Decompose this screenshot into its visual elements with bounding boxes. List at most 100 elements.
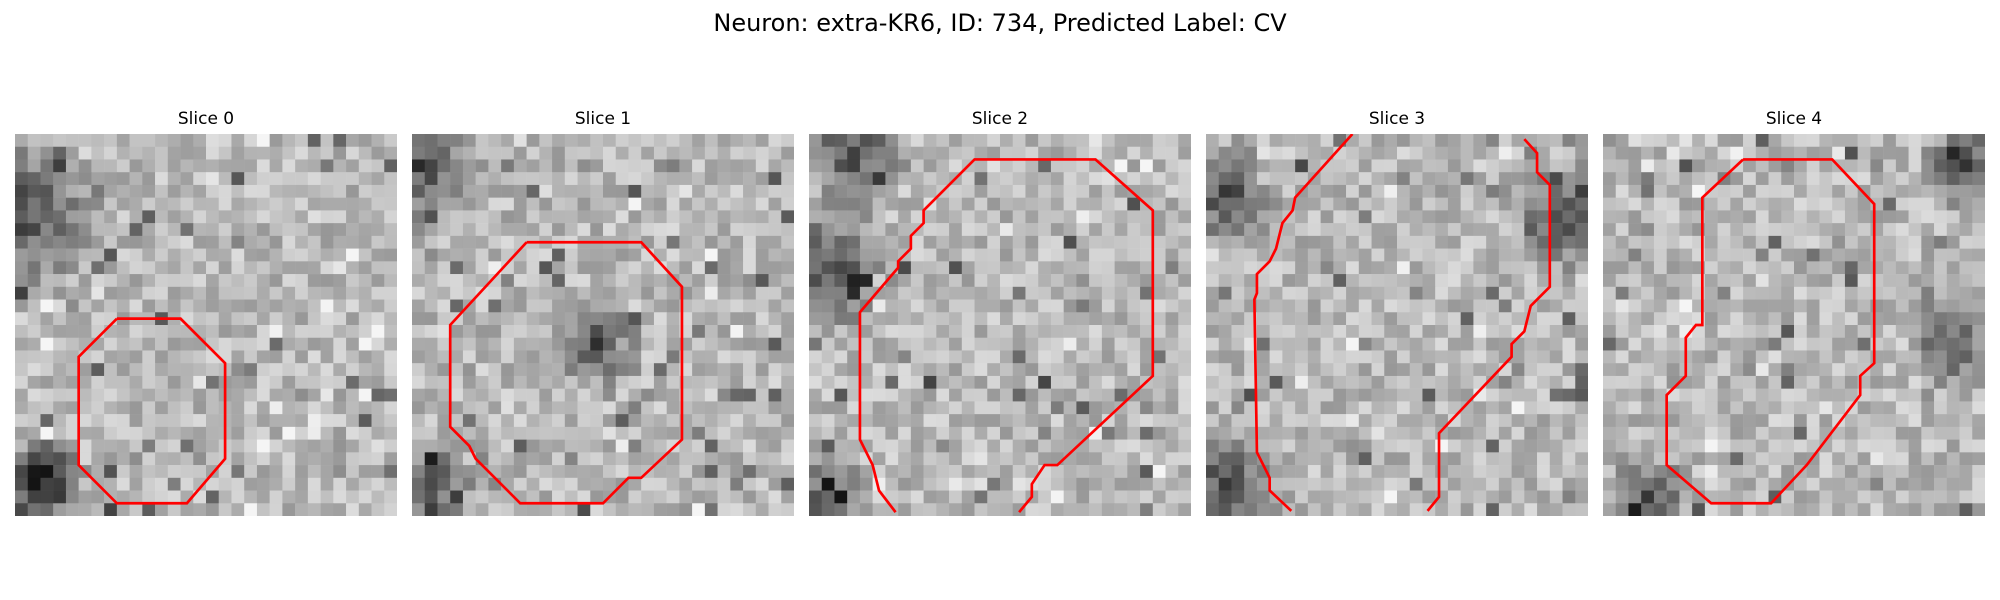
- image-pixel: [1050, 248, 1064, 262]
- image-pixel: [910, 439, 924, 453]
- image-pixel: [1076, 503, 1090, 516]
- image-pixel: [1549, 146, 1563, 160]
- image-pixel: [1244, 261, 1258, 275]
- image-pixel: [475, 261, 489, 275]
- image-pixel: [539, 363, 553, 377]
- image-pixel: [1549, 452, 1563, 466]
- image-pixel: [704, 490, 718, 504]
- image-pixel: [730, 223, 744, 237]
- image-pixel: [1127, 477, 1141, 491]
- image-pixel: [1307, 477, 1321, 491]
- image-pixel: [1295, 426, 1309, 440]
- image-pixel: [961, 426, 975, 440]
- image-pixel: [552, 159, 566, 173]
- image-pixel: [295, 235, 309, 249]
- image-pixel: [40, 146, 54, 160]
- image-pixel: [1934, 452, 1948, 466]
- image-pixel: [180, 197, 194, 211]
- image-pixel: [1794, 439, 1807, 453]
- image-pixel: [1641, 337, 1655, 351]
- image-pixel: [1755, 274, 1769, 288]
- image-pixel: [1422, 248, 1436, 262]
- image-pixel: [78, 223, 92, 237]
- image-pixel: [1870, 134, 1884, 147]
- image-pixel: [424, 337, 438, 351]
- image-pixel: [116, 235, 130, 249]
- image-pixel: [1282, 337, 1296, 351]
- image-pixel: [116, 159, 130, 173]
- image-pixel: [1000, 490, 1013, 504]
- image-pixel: [358, 490, 372, 504]
- image-pixel: [104, 350, 118, 364]
- image-pixel: [577, 452, 591, 466]
- image-pixel: [1256, 159, 1270, 173]
- image-pixel: [1295, 490, 1309, 504]
- image-pixel: [1794, 299, 1807, 313]
- image-pixel: [1050, 363, 1064, 377]
- image-pixel: [1152, 184, 1166, 198]
- image-pixel: [320, 325, 334, 338]
- image-pixel: [1806, 299, 1820, 313]
- image-pixel: [1679, 146, 1693, 160]
- image-pixel: [1486, 286, 1500, 300]
- image-pixel: [834, 274, 848, 288]
- image-pixel: [641, 388, 655, 402]
- image-pixel: [809, 235, 822, 249]
- image-pixel: [1000, 388, 1013, 402]
- image-pixel: [539, 325, 553, 338]
- image-pixel: [1641, 465, 1655, 479]
- image-pixel: [949, 350, 963, 364]
- image-pixel: [1256, 452, 1270, 466]
- image-pixel: [167, 184, 181, 198]
- image-pixel: [834, 172, 848, 186]
- image-pixel: [1883, 286, 1897, 300]
- image-pixel: [1641, 210, 1655, 224]
- image-pixel: [1972, 337, 1985, 351]
- image-pixel: [666, 477, 680, 491]
- image-pixel: [923, 248, 937, 262]
- image-pixel: [628, 439, 642, 453]
- image-pixel: [768, 337, 782, 351]
- image-pixel: [717, 146, 731, 160]
- image-pixel: [155, 350, 169, 364]
- image-pixel: [872, 325, 886, 338]
- image-pixel: [1307, 248, 1321, 262]
- image-pixel: [307, 363, 321, 377]
- image-pixel: [1575, 312, 1588, 326]
- image-pixel: [717, 439, 731, 453]
- image-pixel: [1435, 312, 1449, 326]
- image-pixel: [809, 286, 822, 300]
- image-pixel: [1460, 172, 1474, 186]
- image-pixel: [949, 490, 963, 504]
- image-pixel: [1511, 312, 1525, 326]
- image-pixel: [717, 248, 731, 262]
- image-pixel: [809, 248, 822, 262]
- image-pixel: [1320, 350, 1334, 364]
- image-pixel: [1460, 248, 1474, 262]
- image-pixel: [590, 337, 604, 351]
- image-pixel: [717, 325, 731, 338]
- image-pixel: [412, 235, 425, 249]
- image-pixel: [206, 134, 219, 147]
- image-pixel: [1498, 197, 1512, 211]
- image-pixel: [1152, 503, 1166, 516]
- image-pixel: [1178, 426, 1191, 440]
- image-pixel: [1231, 274, 1245, 288]
- image-pixel: [488, 401, 502, 415]
- image-pixel: [333, 477, 347, 491]
- image-pixel: [1000, 286, 1013, 300]
- image-pixel: [1422, 235, 1436, 249]
- image-pixel: [1883, 363, 1897, 377]
- image-pixel: [1562, 248, 1576, 262]
- image-pixel: [1140, 426, 1154, 440]
- image-pixel: [40, 503, 54, 516]
- image-pixel: [949, 184, 963, 198]
- image-pixel: [526, 299, 540, 313]
- image-pixel: [1206, 375, 1219, 389]
- image-pixel: [1050, 337, 1064, 351]
- image-pixel: [450, 452, 464, 466]
- image-pixel: [1409, 184, 1423, 198]
- image-pixel: [295, 325, 309, 338]
- image-pixel: [1371, 197, 1385, 211]
- image-pixel: [1844, 210, 1858, 224]
